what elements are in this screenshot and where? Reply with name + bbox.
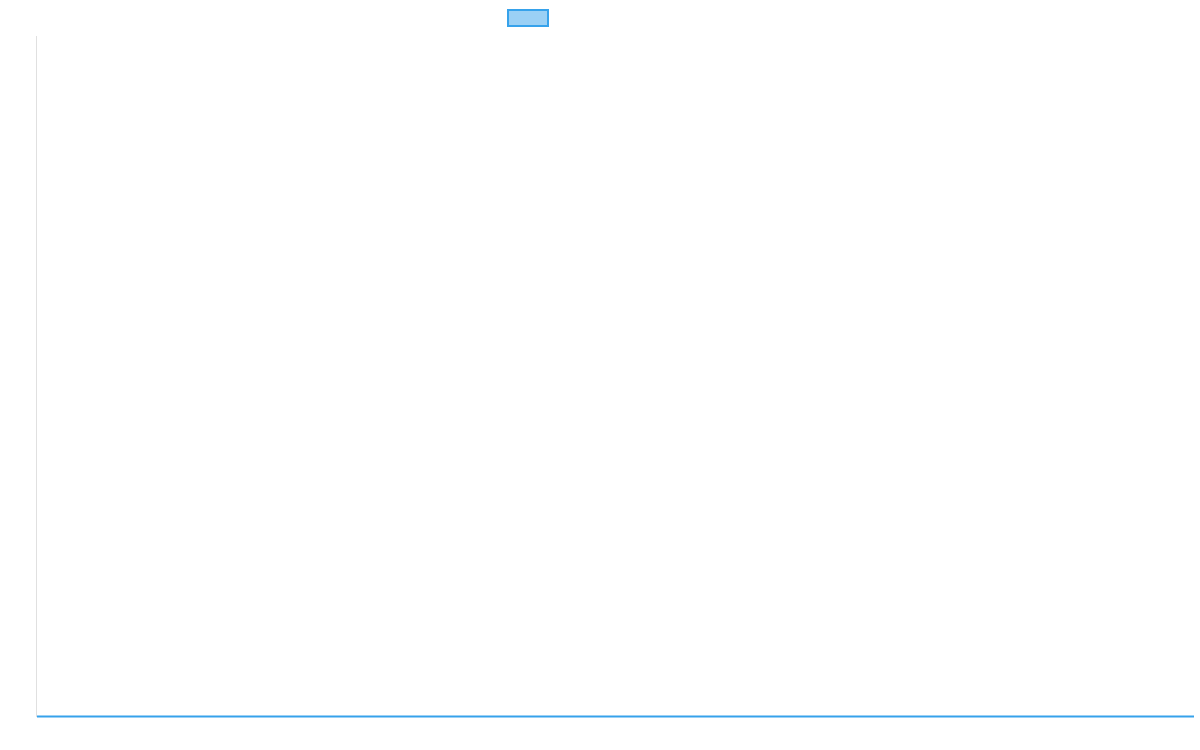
legend-swatch[interactable] (507, 9, 549, 27)
legend (507, 9, 549, 27)
